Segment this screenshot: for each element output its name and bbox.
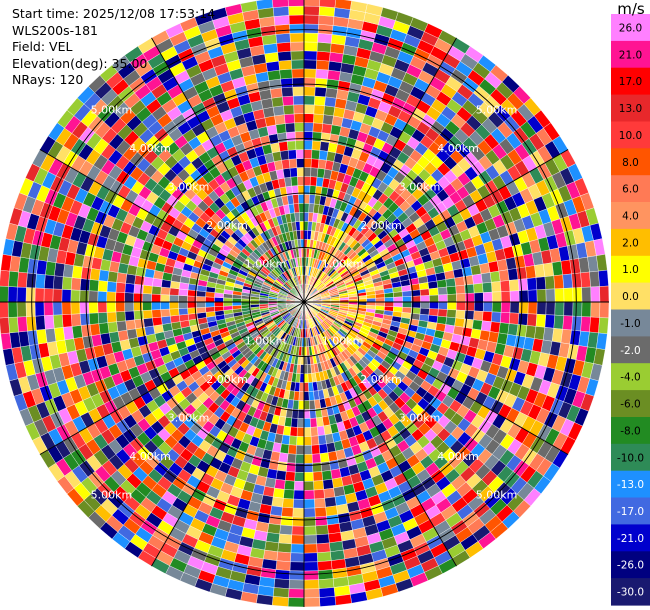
- ring-label: 1.00km: [322, 258, 364, 271]
- colorbar-tick-label: 8.0: [622, 157, 639, 169]
- colorbar-segment: [611, 578, 650, 606]
- ring-label: 2.00km: [206, 373, 248, 386]
- azimuth-spoke: [303, 37, 457, 303]
- ring-label: 1.00km: [245, 335, 287, 348]
- colorbar-tick-label: -4.0: [620, 372, 641, 384]
- start-time-text: Start time: 2025/12/08 17:53:14: [12, 6, 216, 21]
- ring-label: 1.00km: [245, 258, 287, 271]
- azimuth-spoke: [151, 301, 305, 567]
- colorbar-tick-label: 13.0: [619, 103, 642, 115]
- ring-label: 5.00km: [476, 103, 518, 116]
- ring-label: 4.00km: [437, 450, 479, 463]
- instrument-text: WLS200s-181: [12, 22, 98, 38]
- colorbar-segment: [611, 228, 650, 257]
- ring-label: 3.00km: [168, 181, 210, 194]
- colorbar-segment: [611, 148, 650, 176]
- colorbar-segment: [611, 94, 650, 123]
- colorbar-segment: [611, 282, 650, 311]
- colorbar-tick-label: -8.0: [620, 425, 641, 437]
- azimuth-spoke: [303, 149, 569, 303]
- azimuth-spoke: [39, 301, 305, 455]
- ring-label: 5.00km: [91, 103, 133, 116]
- azimuth-spoke: [151, 37, 305, 303]
- ring-label: 3.00km: [399, 412, 441, 425]
- ring-label: 5.00km: [91, 489, 133, 502]
- ring-label: 2.00km: [360, 373, 402, 386]
- colorbar-segment: [611, 390, 650, 418]
- colorbar-tick-label: -10.0: [617, 452, 644, 464]
- ring-label: 2.00km: [206, 219, 248, 232]
- ring-label: 5.00km: [476, 489, 518, 502]
- colorbar-tick-label: -2.0: [620, 345, 641, 357]
- elevation-text: Elevation(deg): 35.00: [12, 55, 148, 71]
- colorbar-segment: [611, 497, 650, 525]
- colorbar-segment: [611, 202, 650, 230]
- colorbar-segment: [611, 67, 650, 96]
- colorbar-tick-label: 2.0: [622, 237, 639, 249]
- colorbar-tick-label: 26.0: [619, 22, 642, 34]
- azimuth-spoke: [303, 301, 457, 567]
- colorbar-segment: [611, 121, 650, 149]
- colorbar-tick-label: -6.0: [620, 399, 641, 411]
- colorbar-tick-label: 10.0: [619, 130, 642, 142]
- colorbar-tick-label: -26.0: [617, 560, 644, 572]
- colorbar-tick-label: -21.0: [617, 533, 644, 545]
- colorbar-segment: [611, 363, 650, 391]
- colorbar-segment: [611, 336, 650, 364]
- colorbar-tick-label: 1.0: [622, 264, 639, 276]
- colorbar-segment: [611, 175, 650, 203]
- colorbar-tick-label: -30.0: [617, 587, 644, 599]
- colorbar-tick-label: 4.0: [622, 211, 639, 223]
- colorbar-tick-label: 17.0: [619, 76, 642, 88]
- colorbar-tick-label: -1.0: [620, 318, 641, 330]
- ring-label: 4.00km: [129, 142, 171, 155]
- colorbar-tick-label: -13.0: [617, 479, 644, 491]
- colorbar: 26.0 21.0 17.0 13.0 10.0 8.0 6.0 4.0 2.0 1.0 0.0 -1…: [611, 14, 650, 606]
- azimuth-spoke: [39, 149, 305, 303]
- ring-label: 4.00km: [129, 450, 171, 463]
- colorbar-segment: [611, 470, 650, 499]
- colorbar-tick-label: 21.0: [619, 49, 642, 61]
- ring-label: 1.00km: [322, 335, 364, 348]
- colorbar-segment: [611, 443, 650, 472]
- colorbar-segment: [611, 309, 650, 337]
- colorbar-segment: [611, 14, 650, 42]
- colorbar-segment: [611, 551, 650, 579]
- ring-label: 3.00km: [399, 181, 441, 194]
- ring-label: 2.00km: [360, 219, 402, 232]
- colorbar-tick-label: 6.0: [622, 184, 639, 196]
- info-panel: Start time: 2025/12/08 17:53:14 WLS200s-…: [12, 6, 215, 89]
- azimuth-spoke: [303, 301, 569, 455]
- colorbar-tick-label: 0.0: [622, 291, 639, 303]
- colorbar-segment: [611, 255, 650, 284]
- colorbar-segment: [611, 40, 650, 69]
- ring-label: 3.00km: [168, 412, 210, 425]
- ring-labels: 1.00km 1.00km 1.00km 1.00km 2.00km 2.00km 2.00…: [91, 103, 518, 501]
- field-text: Field: VEL: [12, 39, 73, 55]
- colorbar-segment: [611, 417, 650, 445]
- colorbar-tick-label: -17.0: [617, 506, 644, 518]
- colorbar-unit: m/s: [617, 0, 645, 18]
- nrays-text: NRays: 120: [12, 72, 84, 88]
- ring-label: 4.00km: [437, 142, 479, 155]
- colorbar-segment: [611, 524, 650, 552]
- range-grid: [0, 0, 609, 607]
